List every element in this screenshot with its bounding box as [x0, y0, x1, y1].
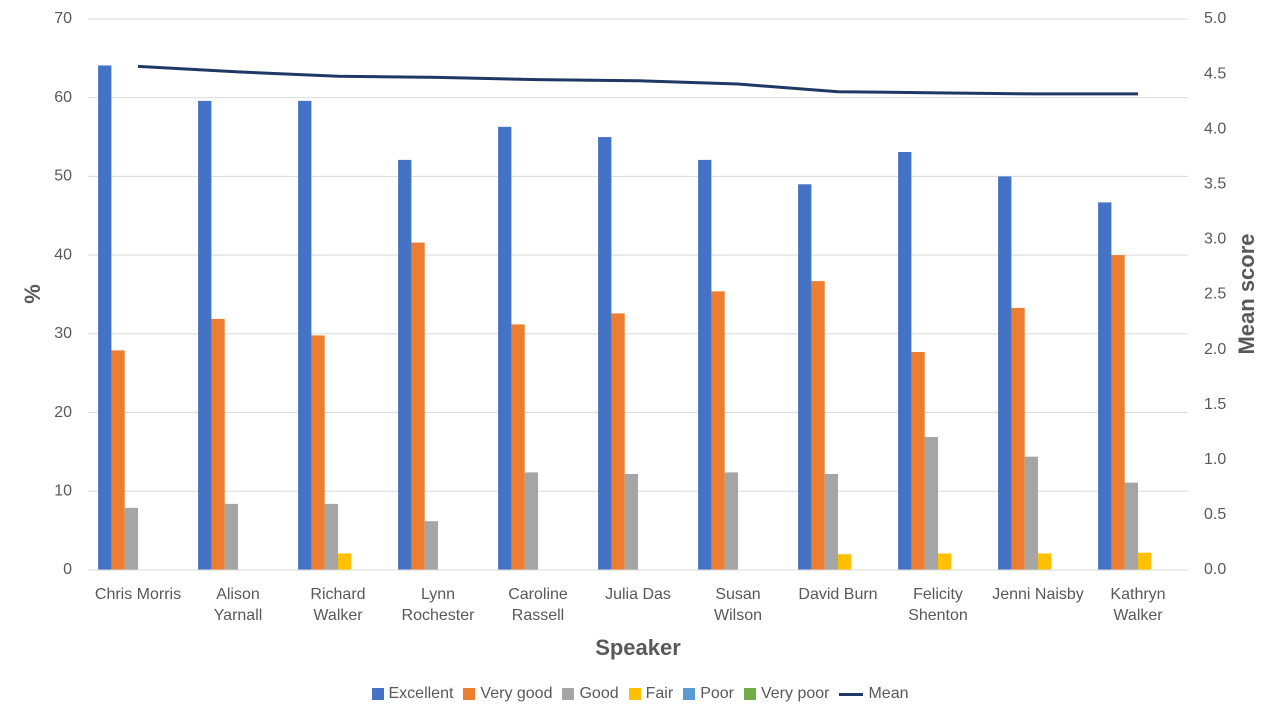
y2-tick-label: 4.0: [1204, 120, 1226, 137]
bar: [411, 242, 425, 570]
bar: [924, 436, 938, 570]
legend-swatch: [371, 688, 384, 700]
bar: [224, 503, 238, 570]
bar: [824, 473, 838, 570]
y-tick-label: 20: [54, 404, 72, 421]
x-tick-label: Alison Yarnall: [213, 586, 263, 624]
bar: [424, 521, 438, 570]
legend-item: Fair: [628, 685, 674, 703]
y-tick-label: 60: [54, 89, 72, 106]
bar: [798, 184, 812, 571]
legend-label: Very good: [480, 685, 553, 702]
bar: [911, 351, 925, 570]
x-tick-label: Caroline Rassell: [508, 586, 568, 624]
bar: [398, 159, 412, 571]
bar: [838, 554, 852, 570]
x-tick-label: Chris Morris: [94, 586, 182, 603]
legend-item: Very poor: [743, 685, 830, 703]
x-tick-label: Lynn Rochester: [401, 586, 475, 624]
bar: [498, 126, 512, 571]
legend: Excellent Very good Good Fair Poor Very poor M…: [0, 685, 1280, 703]
bar: [298, 100, 312, 570]
x-tick-label: Susan Wilson: [713, 586, 762, 624]
legend-label: Fair: [645, 685, 674, 702]
legend-label: Very poor: [760, 685, 830, 702]
bar: [511, 324, 525, 570]
legend-label: Poor: [700, 685, 734, 702]
bar: [611, 313, 625, 570]
bar: [111, 350, 125, 570]
y2-tick-label: 1.5: [1204, 396, 1226, 413]
bar: [711, 291, 725, 570]
x-tick-label: Kathryn Walker: [1110, 586, 1166, 624]
bar: [1024, 456, 1038, 570]
x-tick-label: Felicity Shenton: [908, 586, 968, 624]
y2-tick-label: 0.5: [1204, 506, 1226, 523]
bar: [124, 507, 138, 570]
legend-item: Good: [562, 685, 619, 703]
y-tick-label: 70: [54, 10, 72, 27]
bar: [311, 335, 325, 570]
y-tick-label: 50: [54, 168, 72, 185]
y2-tick-label: 1.0: [1204, 451, 1226, 468]
legend-label: Mean: [868, 685, 909, 702]
y-tick-label: 10: [54, 483, 72, 500]
bar: [938, 553, 952, 570]
bar: [1011, 307, 1025, 570]
legend-label: Good: [579, 685, 619, 702]
legend-swatch: [683, 688, 696, 700]
bar: [698, 159, 712, 571]
bar: [811, 281, 825, 570]
legend-swatch: [839, 692, 864, 696]
legend-swatch: [628, 688, 641, 700]
bar: [1038, 553, 1052, 570]
bar: [998, 176, 1012, 570]
bar: [338, 553, 352, 570]
bar: [624, 473, 638, 570]
x-tick-label: David Burn: [798, 586, 878, 603]
mean-line: [137, 64, 1138, 96]
bar: [598, 137, 612, 571]
x-tick-label: Jenni Naisby: [992, 586, 1084, 603]
legend-swatch: [562, 688, 575, 700]
legend-item: Very good: [463, 685, 552, 703]
bar: [1111, 255, 1125, 570]
legend-item: Mean: [839, 685, 909, 703]
bar: [98, 65, 112, 570]
x-tick-label: Richard Walker: [310, 586, 366, 624]
bar: [898, 152, 912, 570]
y2-tick-label: 0.0: [1204, 561, 1226, 578]
y-tick-label: 40: [54, 246, 72, 263]
bar: [1124, 482, 1138, 570]
bar: [324, 503, 338, 570]
bar: [198, 100, 212, 570]
y2-tick-label: 4.5: [1204, 65, 1226, 82]
bar: [524, 472, 538, 570]
y2-tick-label: 2.0: [1204, 341, 1226, 358]
bar: [211, 318, 225, 570]
bar: [724, 472, 738, 570]
y-axis-title: %: [20, 284, 45, 304]
y-tick-label: 0: [63, 561, 72, 578]
legend-swatch: [463, 688, 476, 700]
y2-axis-title: Mean score: [1234, 233, 1259, 354]
y2-tick-label: 3.0: [1204, 231, 1226, 248]
x-axis-title: Speaker: [595, 635, 681, 660]
legend-swatch: [743, 688, 756, 700]
legend-item: Poor: [683, 685, 734, 703]
y2-tick-label: 3.5: [1204, 176, 1226, 193]
y2-tick-label: 2.5: [1204, 286, 1226, 303]
x-tick-label: Julia Das: [605, 586, 671, 603]
legend-label: Excellent: [388, 685, 454, 702]
bar: [1138, 552, 1152, 570]
legend-item: Excellent: [371, 685, 454, 703]
y2-tick-label: 5.0: [1204, 10, 1226, 27]
y-tick-label: 30: [54, 325, 72, 342]
bar: [1098, 202, 1112, 570]
